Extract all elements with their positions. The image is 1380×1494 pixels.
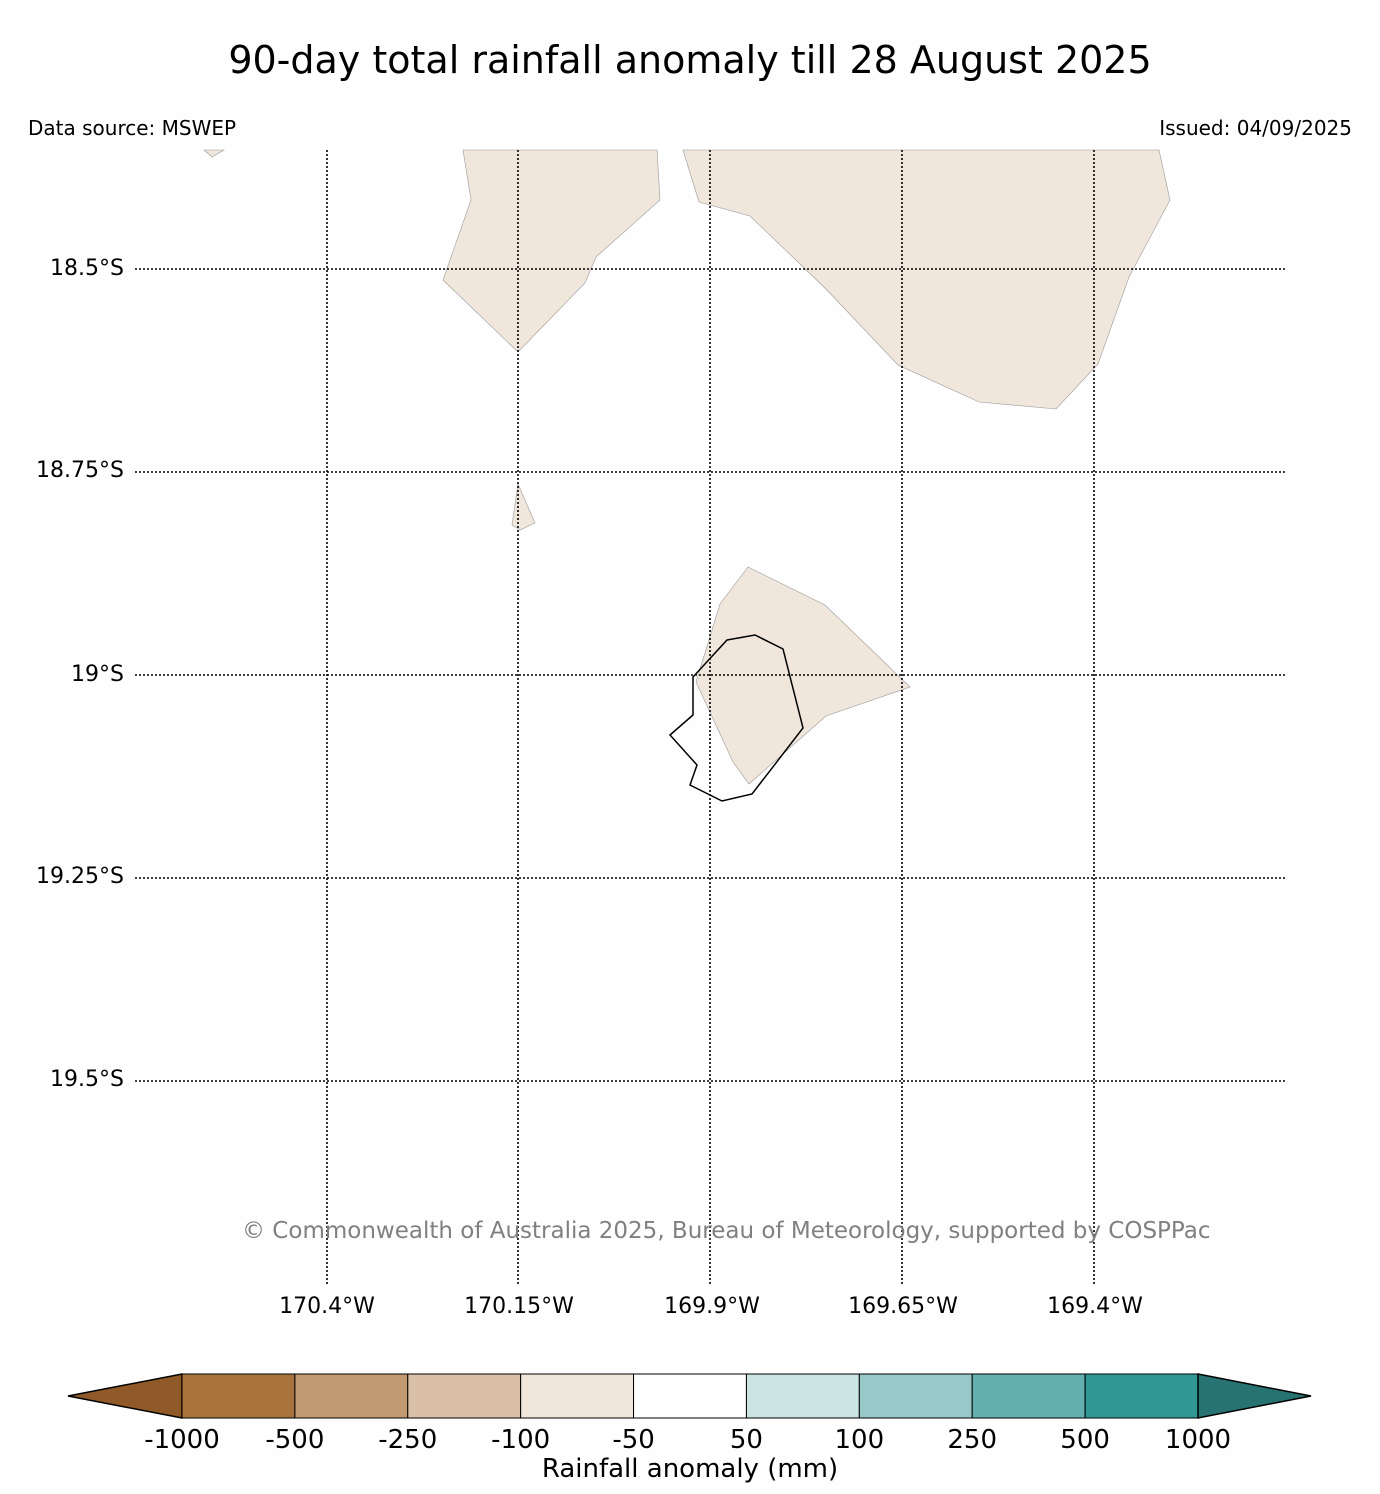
colorbar-extend-low [67,1373,183,1419]
anomaly-region-north-center [442,149,661,353]
colorbar-segment [858,1373,973,1419]
anomaly-region-northeast [682,149,1171,410]
colorbar-segment [181,1373,296,1419]
colorbar-title: Rainfall anomaly (mm) [541,1454,839,1484]
colorbar-segment [633,1373,747,1419]
colorbar-tick-label: -1000 [144,1425,220,1455]
lat-label-19: 19°S [71,662,124,687]
lat-label-18-5: 18.5°S [50,256,124,281]
colorbar-tick-label: 500 [1060,1425,1110,1455]
colorbar-segment [294,1373,409,1419]
island-coastline [668,634,804,802]
lat-label-19-5: 19.5°S [50,1067,124,1092]
data-source: Data source: MSWEP [28,116,237,140]
lat-label-19-25: 19.25°S [36,864,124,889]
lon-label-170-15: 170.15°W [464,1294,574,1319]
anomaly-region-small-west [511,482,536,531]
colorbar-segment [407,1373,522,1419]
colorbar-segment [520,1373,635,1419]
colorbar-segment [745,1373,860,1419]
lon-label-169-4: 169.4°W [1047,1294,1143,1319]
anomaly-regions [203,149,1171,785]
lon-label-169-9: 169.9°W [664,1294,760,1319]
colorbar-segment [971,1373,1086,1419]
colorbar [67,1373,1312,1419]
longitude-gridlines [326,150,1095,1285]
colorbar-segment [1084,1373,1199,1419]
colorbar-extend-high [1197,1373,1312,1419]
anomaly-region-northwest-small [203,149,226,158]
colorbar-tick-label: 250 [947,1425,998,1455]
colorbar-tick-label: -500 [265,1425,325,1455]
colorbar-tick-label: 1000 [1164,1425,1232,1455]
lat-label-18-75: 18.75°S [36,458,124,483]
lon-label-169-65: 169.65°W [848,1294,958,1319]
colorbar-tick-label: 50 [729,1425,763,1455]
copyright-notice: © Commonwealth of Australia 2025, Bureau… [242,1218,1211,1244]
lon-label-170-4: 170.4°W [279,1294,375,1319]
issued-date: Issued: 04/09/2025 [1159,116,1352,140]
colorbar-tick-label: -250 [378,1425,438,1455]
map-title: 90-day total rainfall anomaly till 28 Au… [228,38,1152,82]
colorbar-tick-label: -50 [612,1425,655,1455]
colorbar-tick-label: 100 [834,1425,885,1455]
colorbar-tick-label: -100 [491,1425,551,1455]
